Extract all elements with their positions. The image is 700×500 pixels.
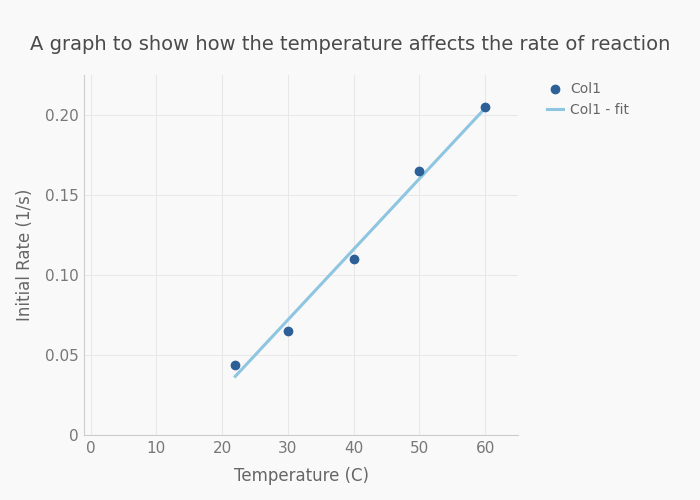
Col1 — [414, 167, 425, 175]
Line: Col1 - fit: Col1 - fit — [235, 108, 485, 376]
Col1 - fit — [384, 209, 393, 215]
Col1 - fit — [379, 214, 387, 220]
Legend: Col1, Col1 - fit: Col1, Col1 - fit — [547, 82, 629, 117]
Col1 — [282, 327, 293, 335]
Col1 - fit — [380, 214, 389, 220]
Col1 - fit — [458, 130, 466, 136]
Col1 — [230, 360, 241, 368]
Col1 — [480, 103, 491, 111]
Col1 - fit — [442, 148, 450, 154]
Y-axis label: Initial Rate (1/s): Initial Rate (1/s) — [15, 189, 34, 321]
Col1 - fit — [481, 105, 489, 111]
Col1 - fit — [231, 374, 239, 380]
X-axis label: Temperature (C): Temperature (C) — [234, 466, 368, 484]
Col1 - fit — [232, 372, 240, 378]
Text: A graph to show how the temperature affects the rate of reaction: A graph to show how the temperature affe… — [30, 35, 670, 54]
Col1 — [348, 255, 359, 263]
